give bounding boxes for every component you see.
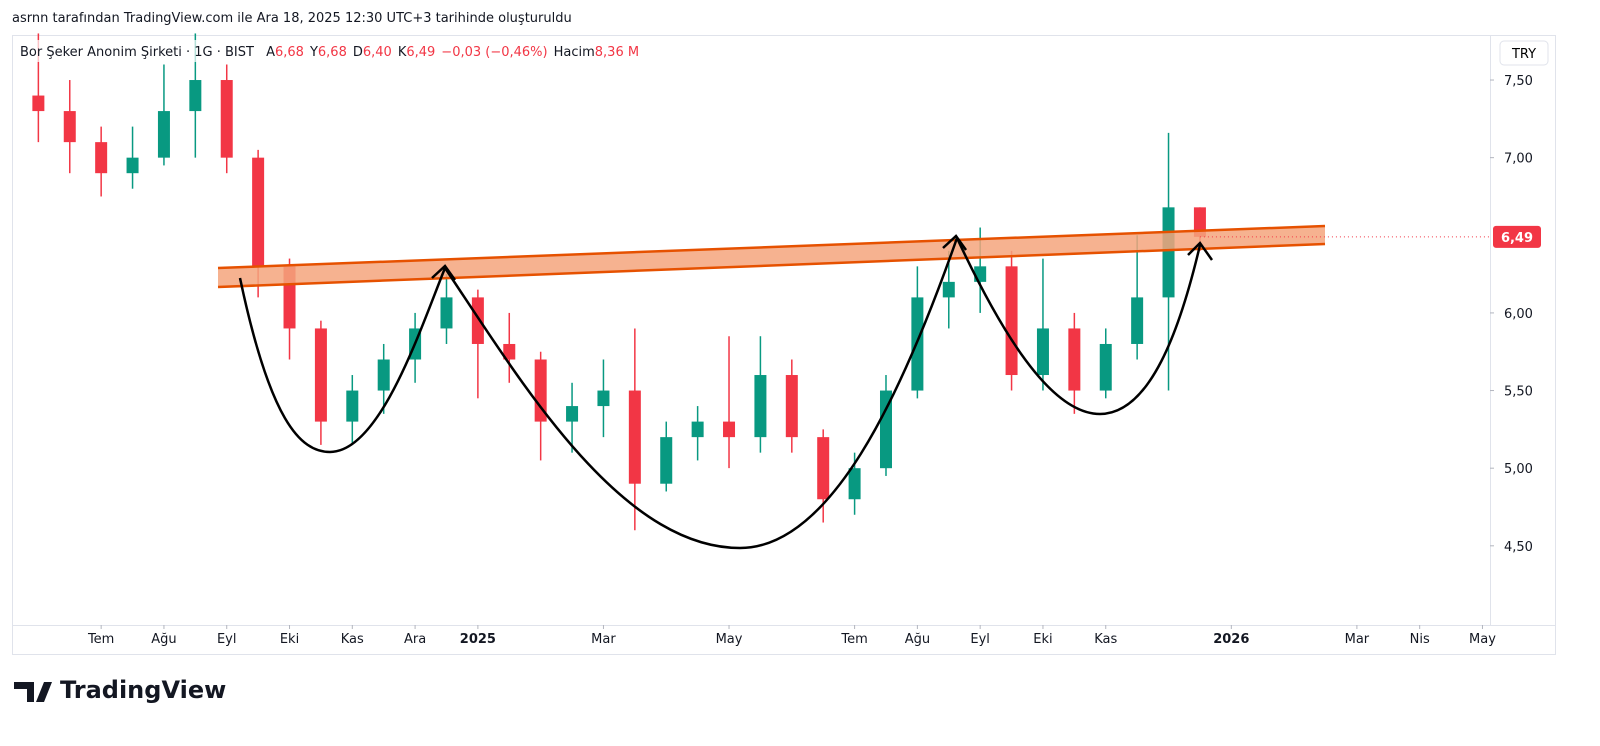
arc-1 xyxy=(238,267,447,454)
x-tick-label: Eyl xyxy=(217,632,237,647)
x-tick-label: Eki xyxy=(1033,632,1052,647)
candle-body xyxy=(157,111,170,158)
last-price-marker xyxy=(1493,225,1541,248)
x-tick-label: Tem xyxy=(840,632,867,647)
candle-body xyxy=(503,343,516,360)
candle-body xyxy=(848,468,861,500)
symbol-title: Bor Şeker Anonim Şirketi · 1G · BIST xyxy=(20,45,254,60)
candle-body xyxy=(377,359,390,391)
candle-body xyxy=(1099,343,1112,391)
x-tick-label: Ağu xyxy=(151,632,176,647)
x-tick-label: Eyl xyxy=(970,632,990,647)
currency[interactable]: TRY xyxy=(1511,47,1536,62)
y-tick-label: 7,50 xyxy=(1504,74,1533,89)
resistance-upper xyxy=(217,224,1326,270)
candle-body xyxy=(1036,328,1049,376)
quote-key: K xyxy=(398,45,407,60)
quote-value: 6,68 xyxy=(275,45,304,60)
arrow-3 xyxy=(1187,241,1214,261)
quote-value: 6,40 xyxy=(363,45,392,60)
x-tick-label: Ara xyxy=(404,632,426,647)
y-tick-label: 6,00 xyxy=(1504,307,1533,322)
x-tick-label: Nis xyxy=(1410,632,1430,647)
currency-button[interactable] xyxy=(1499,40,1549,66)
candle-body xyxy=(471,297,484,344)
candle-body xyxy=(691,421,704,438)
resistance-lower xyxy=(217,242,1326,289)
candle-body xyxy=(817,437,830,500)
chart-frame xyxy=(12,35,1556,655)
brand: TradingView xyxy=(60,676,226,704)
candle-body xyxy=(314,328,327,422)
candle-body xyxy=(1162,207,1175,298)
arrow-1 xyxy=(431,264,457,281)
candle-body xyxy=(879,390,892,469)
quote-key: A xyxy=(266,45,275,60)
volume-label: Hacim xyxy=(554,45,595,60)
candle-body xyxy=(1005,266,1018,376)
y-tick-label: 5,50 xyxy=(1504,385,1533,400)
arc-3 xyxy=(955,237,1202,416)
candle-body xyxy=(346,390,359,422)
candle-body xyxy=(220,80,233,158)
x-tick-label: Eki xyxy=(280,632,299,647)
candle-body xyxy=(754,375,767,438)
legend: Bor Şeker Anonim Şirketi · 1G · BIST A6,… xyxy=(20,45,639,60)
candle-body xyxy=(723,421,736,438)
header-text: asrnn tarafından TradingView.com ile Ara… xyxy=(12,11,572,26)
candles xyxy=(32,33,1206,531)
candle-body xyxy=(95,142,108,174)
x-tick-label: May xyxy=(1469,632,1496,647)
y-tick-label: 4,50 xyxy=(1504,540,1533,555)
arc-2 xyxy=(443,237,959,550)
x-tick-label: Kas xyxy=(1094,632,1117,647)
change: −0,03 (−0,46%) xyxy=(441,45,547,60)
candle-body xyxy=(126,157,139,174)
y-tick-label: 7,00 xyxy=(1504,152,1533,167)
x-tick-label: Tem xyxy=(87,632,114,647)
axes: 4,50 5,00 5,50 6,00 7,00 7,50 Tem Ağu Eyl Eki Kas A… xyxy=(87,74,1541,647)
candle-body xyxy=(660,437,673,484)
candle-body xyxy=(566,406,579,422)
brand-logo xyxy=(14,682,52,702)
x-tick-label: Mar xyxy=(1345,632,1370,647)
candle-body xyxy=(785,375,798,438)
quote-value: 6,68 xyxy=(318,45,347,60)
candle-body xyxy=(252,157,265,267)
arrow-2 xyxy=(942,234,968,251)
cup-drawings xyxy=(238,234,1214,550)
candle-body xyxy=(628,390,641,484)
candle-body xyxy=(1068,328,1081,391)
x-tick-label: May xyxy=(716,632,743,647)
quote-key: Y xyxy=(309,45,318,60)
candle-body xyxy=(189,80,202,112)
y-tick-label: 5,00 xyxy=(1504,462,1533,477)
candle-body xyxy=(32,95,45,112)
candle-body xyxy=(597,390,610,407)
x-tick-label: 2025 xyxy=(460,632,496,647)
resistance-band xyxy=(218,226,1325,287)
volume-value: 8,36 M xyxy=(595,45,639,60)
quote-value: 6,49 xyxy=(406,45,435,60)
candle-body xyxy=(63,111,76,143)
x-tick-label: Ağu xyxy=(905,632,930,647)
candle-body xyxy=(942,281,955,298)
x-tick-label: 2026 xyxy=(1213,632,1249,647)
x-tick-label: Mar xyxy=(591,632,616,647)
legend-bg xyxy=(14,40,634,62)
last-price-label: 6,49 xyxy=(1501,231,1533,246)
candle-body xyxy=(440,297,453,329)
x-tick-label: Kas xyxy=(341,632,364,647)
candle-body xyxy=(1131,297,1144,344)
quote-key: D xyxy=(353,45,363,60)
candle-body xyxy=(534,359,547,422)
